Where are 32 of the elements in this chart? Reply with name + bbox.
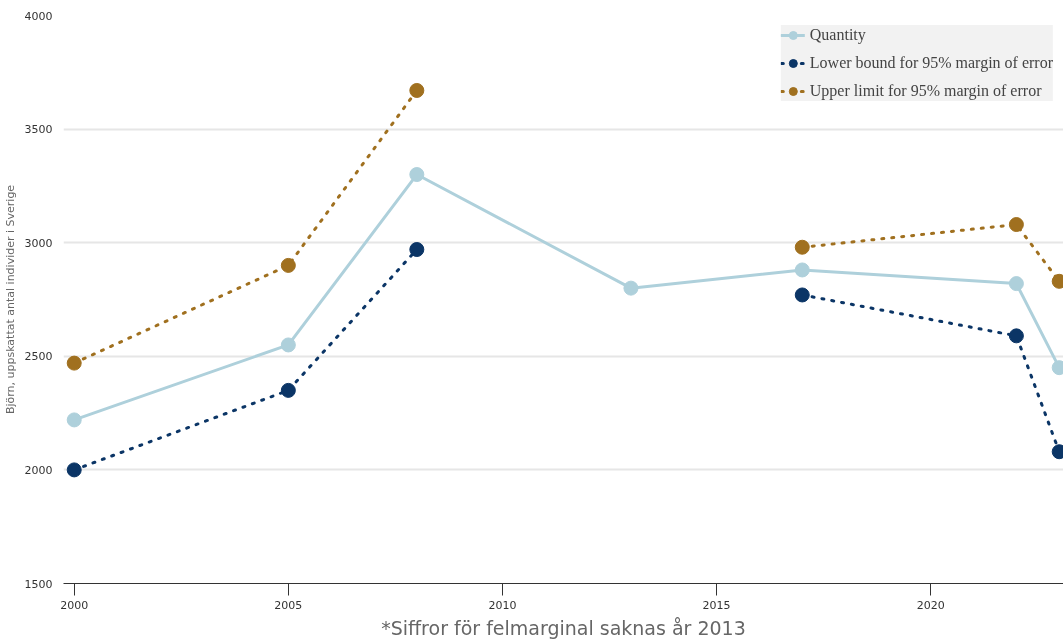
x-tick-label: 2000 [60,598,89,612]
point [409,242,425,257]
point [794,262,810,278]
point [280,337,296,353]
x-tick-label: 2020 [916,598,945,612]
point [280,382,296,398]
y-tick-label: 1500 [24,577,53,591]
point [409,82,425,98]
y-tick-label: 2000 [24,463,53,477]
legend-label: Quantity [809,26,866,44]
x-tick-label: 2005 [274,598,303,612]
point [1008,328,1024,344]
x-tick-label: 2015 [702,598,731,612]
x-axis-title: *Siffror för felmarginal saknas år 2013 [381,616,746,639]
y-tick-label: 3500 [24,123,53,137]
y-axis-title: Björn, uppskattat antal individer i Sverige [3,184,17,415]
point [1008,276,1024,292]
point [66,462,82,478]
point [280,257,296,273]
point [623,280,639,296]
legend-label: Upper limit for 95% margin of error [809,82,1042,100]
x-tick-label: 2010 [488,598,517,612]
y-tick-label: 3000 [24,236,53,250]
point [66,355,82,371]
point [794,239,810,255]
legend-label: Lower bound for 95% margin of error [809,54,1053,72]
point [66,412,82,428]
point [794,287,810,303]
y-tick-label: 4000 [24,9,53,23]
point [1008,217,1024,233]
point [409,167,425,183]
y-tick-label: 2500 [24,350,53,364]
